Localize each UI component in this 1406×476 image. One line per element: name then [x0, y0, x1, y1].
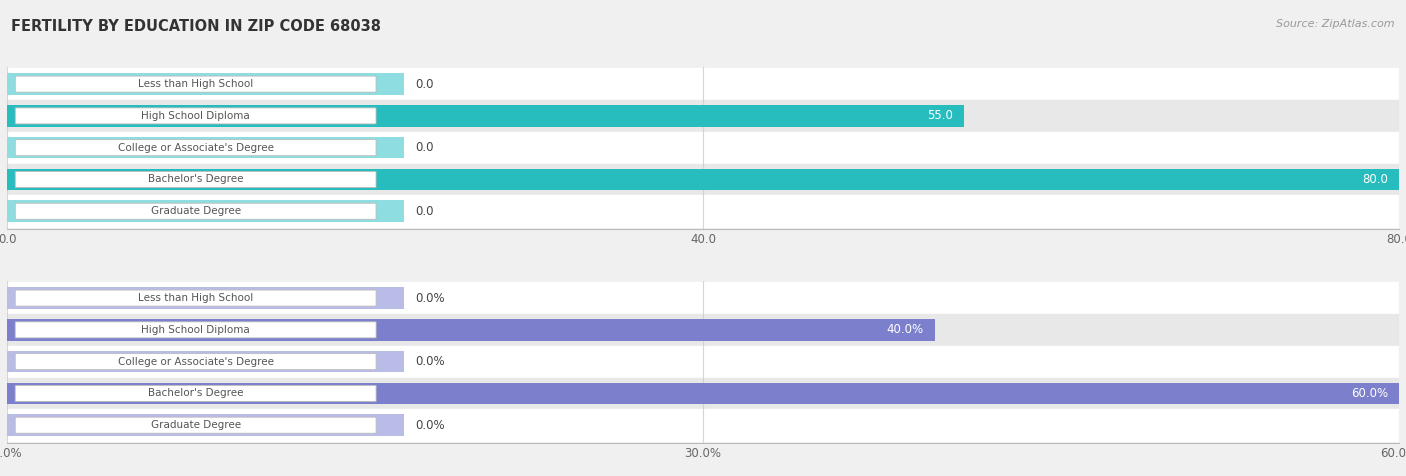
Bar [7, 314, 1399, 346]
Bar [7, 415, 404, 436]
Text: Source: ZipAtlas.com: Source: ZipAtlas.com [1277, 19, 1395, 29]
Bar [7, 383, 1399, 404]
Bar [7, 164, 1399, 195]
Bar [7, 200, 404, 222]
Text: FERTILITY BY EDUCATION IN ZIP CODE 68038: FERTILITY BY EDUCATION IN ZIP CODE 68038 [11, 19, 381, 34]
Text: Less than High School: Less than High School [138, 79, 253, 89]
FancyBboxPatch shape [15, 76, 375, 92]
FancyBboxPatch shape [15, 108, 375, 124]
Bar [7, 377, 1399, 409]
Bar [7, 73, 404, 95]
Bar [7, 100, 1399, 132]
Text: 60.0%: 60.0% [1351, 387, 1388, 400]
Bar [7, 68, 1399, 100]
Text: 0.0: 0.0 [415, 205, 433, 218]
Bar [7, 319, 935, 341]
Text: Graduate Degree: Graduate Degree [150, 206, 240, 216]
Text: 55.0: 55.0 [927, 109, 953, 122]
Bar [7, 409, 1399, 441]
Text: College or Associate's Degree: College or Associate's Degree [118, 357, 274, 367]
FancyBboxPatch shape [15, 386, 375, 401]
Text: 40.0%: 40.0% [887, 323, 924, 337]
Text: College or Associate's Degree: College or Associate's Degree [118, 143, 274, 153]
Text: High School Diploma: High School Diploma [141, 111, 250, 121]
Text: 0.0%: 0.0% [415, 355, 444, 368]
Bar [7, 105, 965, 127]
Text: High School Diploma: High School Diploma [141, 325, 250, 335]
Text: 0.0: 0.0 [415, 78, 433, 90]
Text: 0.0: 0.0 [415, 141, 433, 154]
FancyBboxPatch shape [15, 139, 375, 156]
Text: Bachelor's Degree: Bachelor's Degree [148, 175, 243, 185]
FancyBboxPatch shape [15, 417, 375, 433]
FancyBboxPatch shape [15, 203, 375, 219]
Bar [7, 137, 404, 159]
Text: Graduate Degree: Graduate Degree [150, 420, 240, 430]
Text: 0.0%: 0.0% [415, 292, 444, 305]
Bar [7, 288, 404, 309]
Bar [7, 169, 1399, 190]
Bar [7, 282, 1399, 314]
FancyBboxPatch shape [15, 322, 375, 338]
Text: 0.0%: 0.0% [415, 419, 444, 432]
FancyBboxPatch shape [15, 354, 375, 370]
Bar [7, 351, 404, 372]
Bar [7, 346, 1399, 377]
Text: Bachelor's Degree: Bachelor's Degree [148, 388, 243, 398]
Text: Less than High School: Less than High School [138, 293, 253, 303]
Bar [7, 195, 1399, 227]
Bar [7, 132, 1399, 164]
FancyBboxPatch shape [15, 290, 375, 306]
FancyBboxPatch shape [15, 171, 375, 188]
Text: 80.0: 80.0 [1362, 173, 1388, 186]
